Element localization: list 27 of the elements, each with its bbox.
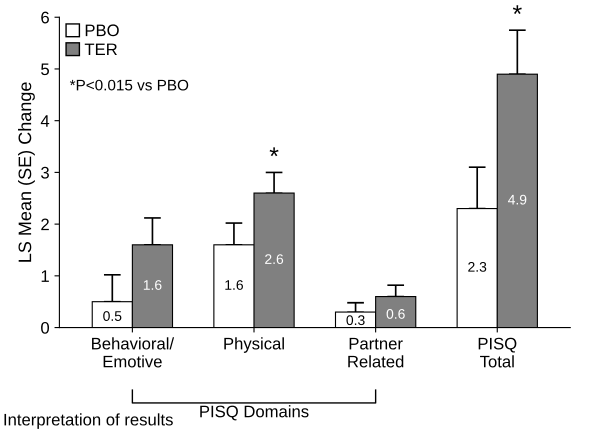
x-tick-label: PISQ Total: [478, 338, 516, 368]
data-label: 0.6: [386, 309, 405, 319]
y-tick-label: 6: [41, 12, 49, 24]
x-tick-label: Behavioral/ Emotive: [92, 337, 174, 368]
data-label: 0.3: [346, 315, 365, 326]
annotation: *: [270, 147, 279, 156]
legend-label: TER: [84, 44, 117, 56]
x-tick-label: Partner Related: [348, 338, 404, 368]
data-label: 2.6: [265, 254, 284, 264]
y-tick-label: 1: [42, 270, 49, 282]
data-label: 2.3: [468, 262, 486, 272]
y-tick-label: 4: [40, 115, 50, 127]
y-tick-label: 0: [41, 322, 50, 334]
y-tick-label: 2: [41, 218, 49, 230]
text: Interpretation of results: [4, 413, 173, 429]
y-tick-label: 5: [41, 64, 49, 76]
data-label: 4.9: [508, 194, 526, 205]
annotation: *: [512, 5, 522, 14]
y-tick-label: 3: [41, 166, 49, 179]
data-label: 1.6: [225, 280, 243, 290]
annotation: *P<0.015 vs PBO: [70, 80, 188, 91]
y-axis-title: LS Mean (SE) Change: [18, 82, 35, 262]
data-label: 1.6: [144, 280, 162, 290]
legend-label: PBO: [86, 24, 119, 36]
data-label: 0.5: [103, 311, 122, 321]
text: PISQ Domains: [200, 405, 309, 420]
x-tick-label: Physical: [224, 337, 284, 353]
